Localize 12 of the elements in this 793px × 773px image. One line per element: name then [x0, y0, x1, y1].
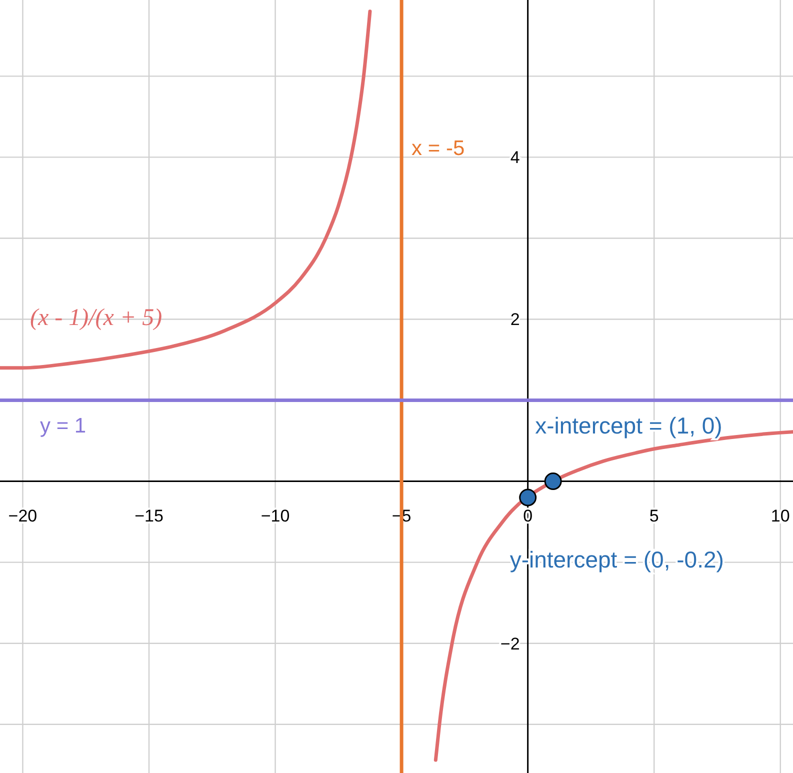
x-tick-label: −20 — [8, 506, 38, 526]
x-tick-label: −10 — [260, 506, 290, 526]
y-tick-label: 4 — [510, 148, 520, 168]
annotation: x-intercept = (1, 0) — [535, 412, 722, 438]
ref-line-label: y = 1 — [40, 414, 86, 438]
y-tick-label: −2 — [500, 634, 520, 654]
y-tick-label: 2 — [510, 310, 520, 330]
ref-line-label: x = -5 — [412, 137, 465, 160]
x-tick-label: 5 — [649, 506, 659, 526]
x-tick-label: −15 — [134, 506, 164, 526]
x-tick-label: 10 — [770, 506, 790, 526]
series-label: (x - 1)/(x + 5) — [30, 305, 162, 332]
